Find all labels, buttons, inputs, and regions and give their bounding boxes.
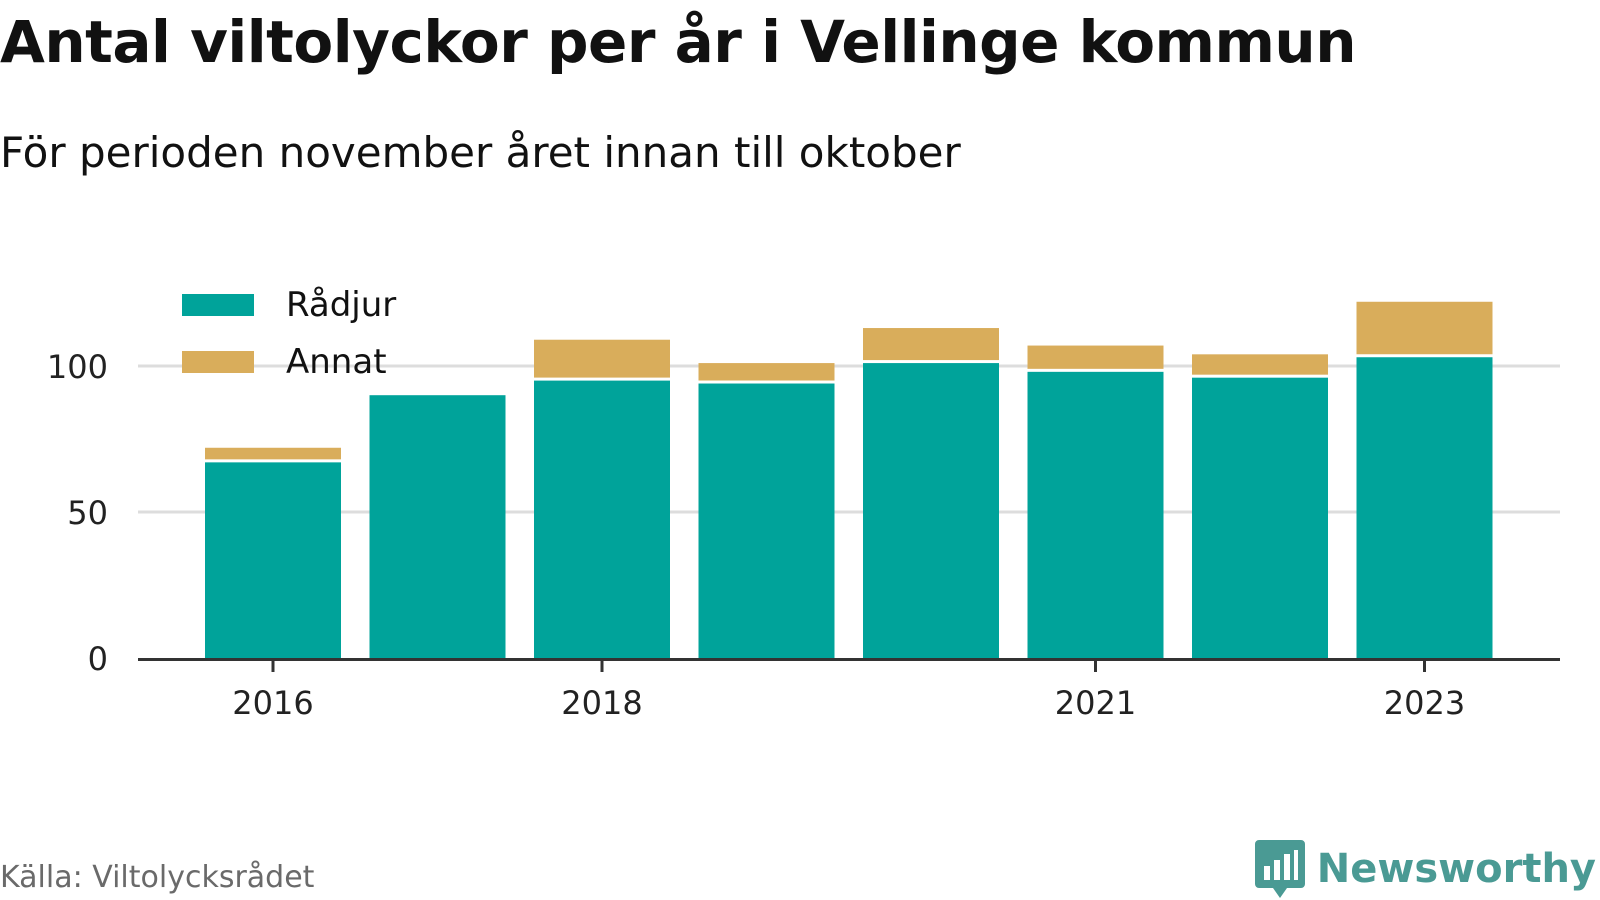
x-tick-label: 2016 (232, 684, 313, 722)
bar-annat-2023 (1356, 301, 1493, 355)
x-tick-label: 2018 (561, 684, 642, 722)
bar-radjur-2021 (1027, 371, 1164, 658)
chart-subtitle: För perioden november året innan till ok… (0, 128, 961, 177)
bar-radjur-2017 (369, 395, 506, 658)
axes: 0 50 100 2016 2018 2021 2023 (47, 348, 1560, 722)
legend: Rådjur Annat (182, 285, 396, 382)
bar-radjur-2020 (863, 363, 999, 658)
legend-swatch-annat (182, 351, 254, 373)
bar-radjur-2023 (1356, 357, 1493, 658)
bars (205, 301, 1493, 658)
bar-radjur-2016 (205, 462, 341, 658)
bar-annat-2021 (1027, 345, 1164, 369)
bar-annat-2022 (1192, 354, 1328, 375)
bar-radjur-2019 (698, 383, 835, 658)
legend-swatch-radjur (182, 294, 254, 316)
chart-title: Antal viltolyckor per år i Vellinge komm… (0, 8, 1357, 76)
source-note: Källa: Viltolycksrådet (0, 860, 315, 895)
bar-annat-2019 (698, 363, 835, 381)
y-tick-label: 50 (67, 494, 108, 532)
bar-radjur-2022 (1192, 377, 1328, 658)
legend-label-annat: Annat (286, 342, 387, 382)
bar-annat-2016 (205, 447, 341, 460)
y-tick-label: 100 (47, 348, 108, 386)
bar-chart-speech-bubble-icon (1254, 840, 1305, 898)
bar-annat-2020 (863, 328, 999, 361)
x-tick-label: 2023 (1384, 684, 1465, 722)
brand-name: Newsworthy (1316, 846, 1596, 892)
brand-logo: Newsworthy (1254, 840, 1596, 898)
bar-annat-2018 (534, 339, 670, 378)
y-tick-label: 0 (88, 640, 108, 678)
gridlines (138, 364, 1560, 514)
bar-radjur-2018 (534, 380, 670, 658)
x-tick-label: 2021 (1055, 684, 1136, 722)
legend-label-radjur: Rådjur (286, 285, 396, 325)
